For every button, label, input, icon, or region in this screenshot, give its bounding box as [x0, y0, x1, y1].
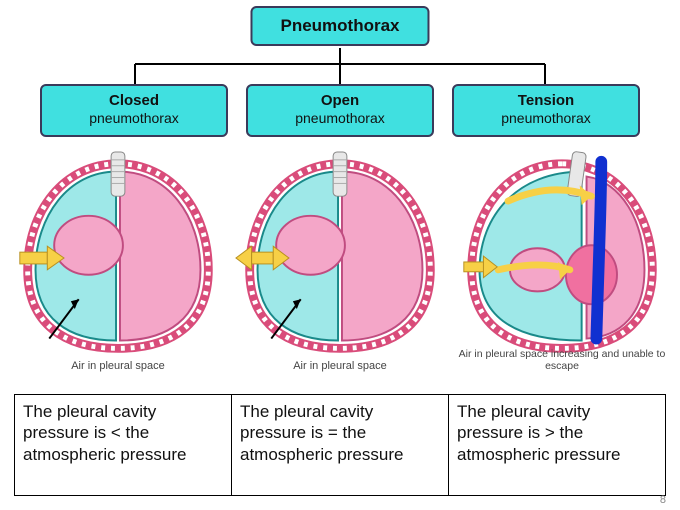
lung-closed-svg [10, 140, 226, 380]
diagram-row: Air in pleural space Air in ple [10, 140, 670, 380]
root-node: Pneumothorax [250, 6, 429, 46]
desc-tension: The pleural cavity pressure is > the atm… [449, 395, 665, 495]
child-subtitle: pneumothorax [458, 110, 634, 127]
child-subtitle: pneumothorax [252, 110, 428, 127]
desc-open: The pleural cavity pressure is = the atm… [232, 395, 449, 495]
child-subtitle: pneumothorax [46, 110, 222, 127]
description-table: The pleural cavity pressure is < the atm… [14, 394, 666, 496]
child-title: Open [252, 92, 428, 110]
caption-closed: Air in pleural space [10, 360, 226, 372]
child-open: Open pneumothorax [246, 84, 434, 137]
child-closed: Closed pneumothorax [40, 84, 228, 137]
caption-open: Air in pleural space [232, 360, 448, 372]
lung-tension-svg [454, 140, 670, 380]
lung-open-svg [232, 140, 448, 380]
child-tension: Tension pneumothorax [452, 84, 640, 137]
child-title: Closed [46, 92, 222, 110]
lung-open: Air in pleural space [232, 140, 448, 380]
caption-tension: Air in pleural space increasing and unab… [454, 348, 670, 372]
lung-tension: Air in pleural space increasing and unab… [454, 140, 670, 380]
slide-number: 8 [660, 494, 666, 506]
lung-closed: Air in pleural space [10, 140, 226, 380]
child-title: Tension [458, 92, 634, 110]
hierarchy: Pneumothorax Closed pneumothorax Open pn… [40, 6, 640, 136]
child-row: Closed pneumothorax Open pneumothorax Te… [40, 84, 640, 137]
desc-closed: The pleural cavity pressure is < the atm… [15, 395, 232, 495]
